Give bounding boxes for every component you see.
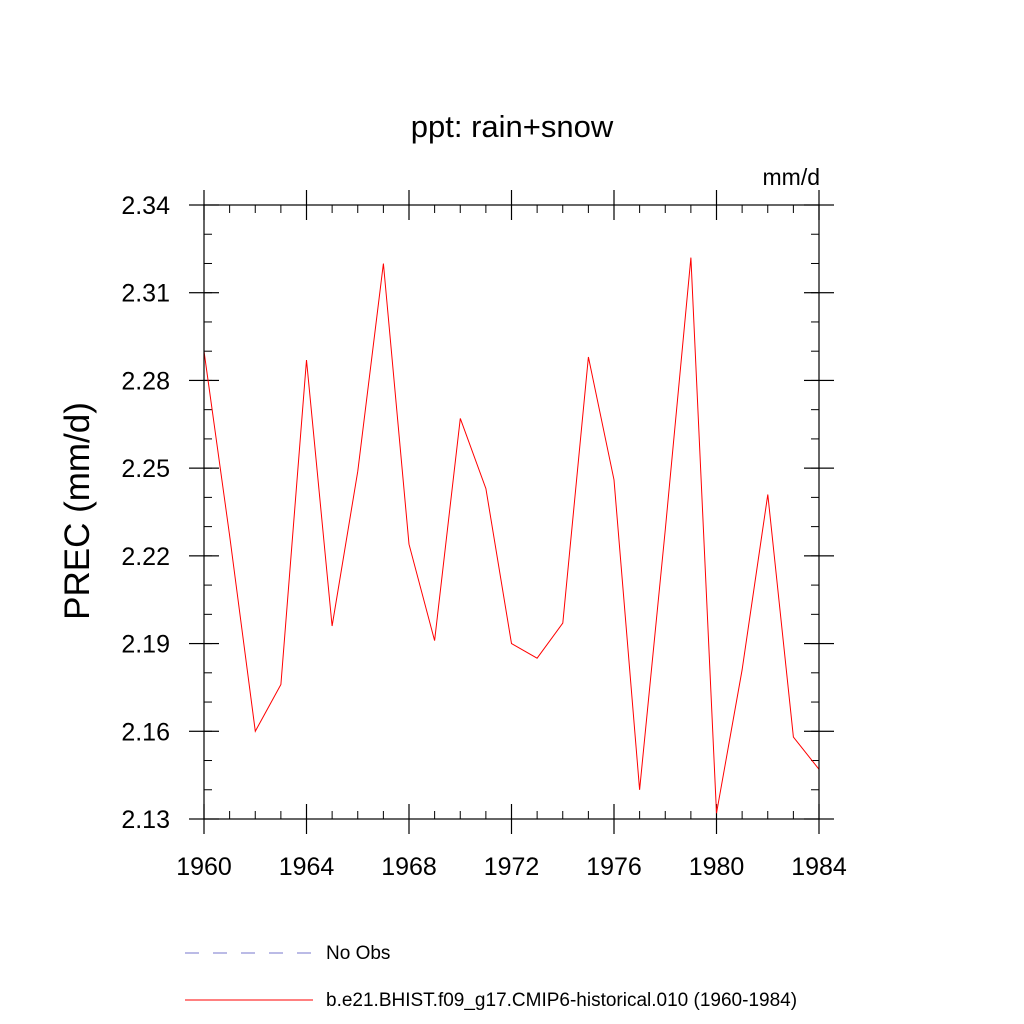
x-tick-label: 1964 — [279, 853, 335, 881]
x-tick-label: 1972 — [484, 853, 540, 881]
chart-title: ppt: rain+snow — [411, 109, 614, 144]
series-line — [203, 257, 820, 814]
y-tick-label: 2.31 — [121, 280, 170, 308]
y-tick-label: 2.28 — [121, 367, 170, 395]
legend: No Obs b.e21.BHIST.f09_g17.CMIP6-histori… — [185, 943, 797, 1011]
x-tick-label: 1968 — [381, 853, 437, 881]
units-label: mm/d — [763, 164, 821, 190]
x-tick-label: 1960 — [176, 853, 232, 881]
y-tick-label: 2.19 — [121, 631, 170, 659]
legend-label-no-obs: No Obs — [326, 943, 390, 964]
tick-labels: 1960 1964 1968 1972 1976 1980 1984 2.13 2.16 2.19… — [121, 192, 847, 881]
y-tick-label: 2.34 — [121, 192, 170, 220]
y-tick-label: 2.22 — [121, 543, 170, 571]
y-tick-label: 2.13 — [121, 806, 170, 834]
x-tick-label: 1984 — [791, 853, 847, 881]
series-layer — [203, 257, 820, 814]
legend-label-model-run: b.e21.BHIST.f09_g17.CMIP6-historical.010… — [326, 990, 797, 1011]
x-tick-label: 1976 — [586, 853, 642, 881]
major-ticks — [189, 190, 834, 834]
y-tick-label: 2.25 — [121, 455, 170, 483]
y-tick-label: 2.16 — [121, 718, 170, 746]
minor-ticks — [203, 204, 820, 820]
y-axis-label: PREC (mm/d) — [58, 402, 97, 620]
plot-frame — [203, 204, 820, 820]
x-tick-label: 1980 — [689, 853, 745, 881]
